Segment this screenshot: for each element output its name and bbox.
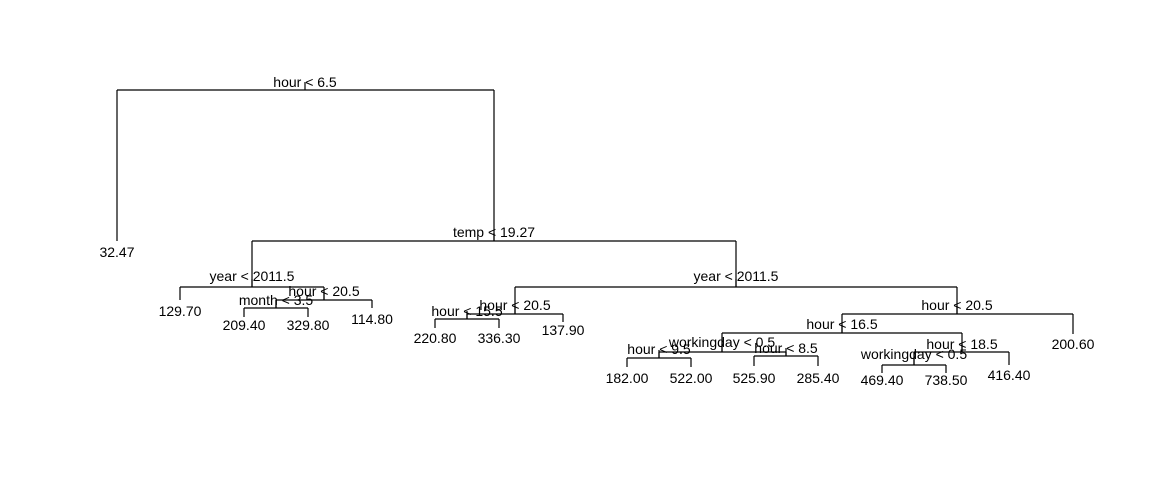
split-label: hour < 20.5 [479,297,550,313]
split-label: hour < 6.5 [273,74,337,90]
split-label: workingday < 0.5 [668,334,775,350]
split-label: hour < 15.5 [431,303,502,319]
leaf-value: 220.80 [414,330,457,346]
split-label: month < 3.5 [239,292,314,308]
leaf-value: 129.70 [159,303,202,319]
leaf-value: 200.60 [1052,336,1095,352]
leaf-value: 32.47 [99,244,134,260]
leaf-value: 285.40 [797,370,840,386]
leaf-value: 522.00 [670,370,713,386]
leaf-value: 416.40 [988,367,1031,383]
leaf-value: 137.90 [542,322,585,338]
split-label: hour < 9.5 [627,341,691,357]
split-label: hour < 18.5 [926,336,997,352]
leaf-value: 738.50 [925,372,968,388]
split-label: hour < 20.5 [288,283,359,299]
split-label: temp < 19.27 [453,224,535,240]
split-label: hour < 8.5 [754,340,818,356]
leaf-value: 182.00 [606,370,649,386]
split-label: hour < 16.5 [806,316,877,332]
split-label: year < 2011.5 [210,268,295,284]
split-label: hour < 20.5 [921,297,992,313]
leaf-value: 329.80 [287,317,330,333]
leaf-value: 525.90 [733,370,776,386]
leaf-value: 114.80 [351,311,393,327]
split-label: year < 2011.5 [694,268,779,284]
leaf-value: 209.40 [223,317,266,333]
leaf-value: 336.30 [478,330,521,346]
split-label: workingday < 0.5 [860,346,967,362]
leaf-value: 469.40 [861,372,904,388]
